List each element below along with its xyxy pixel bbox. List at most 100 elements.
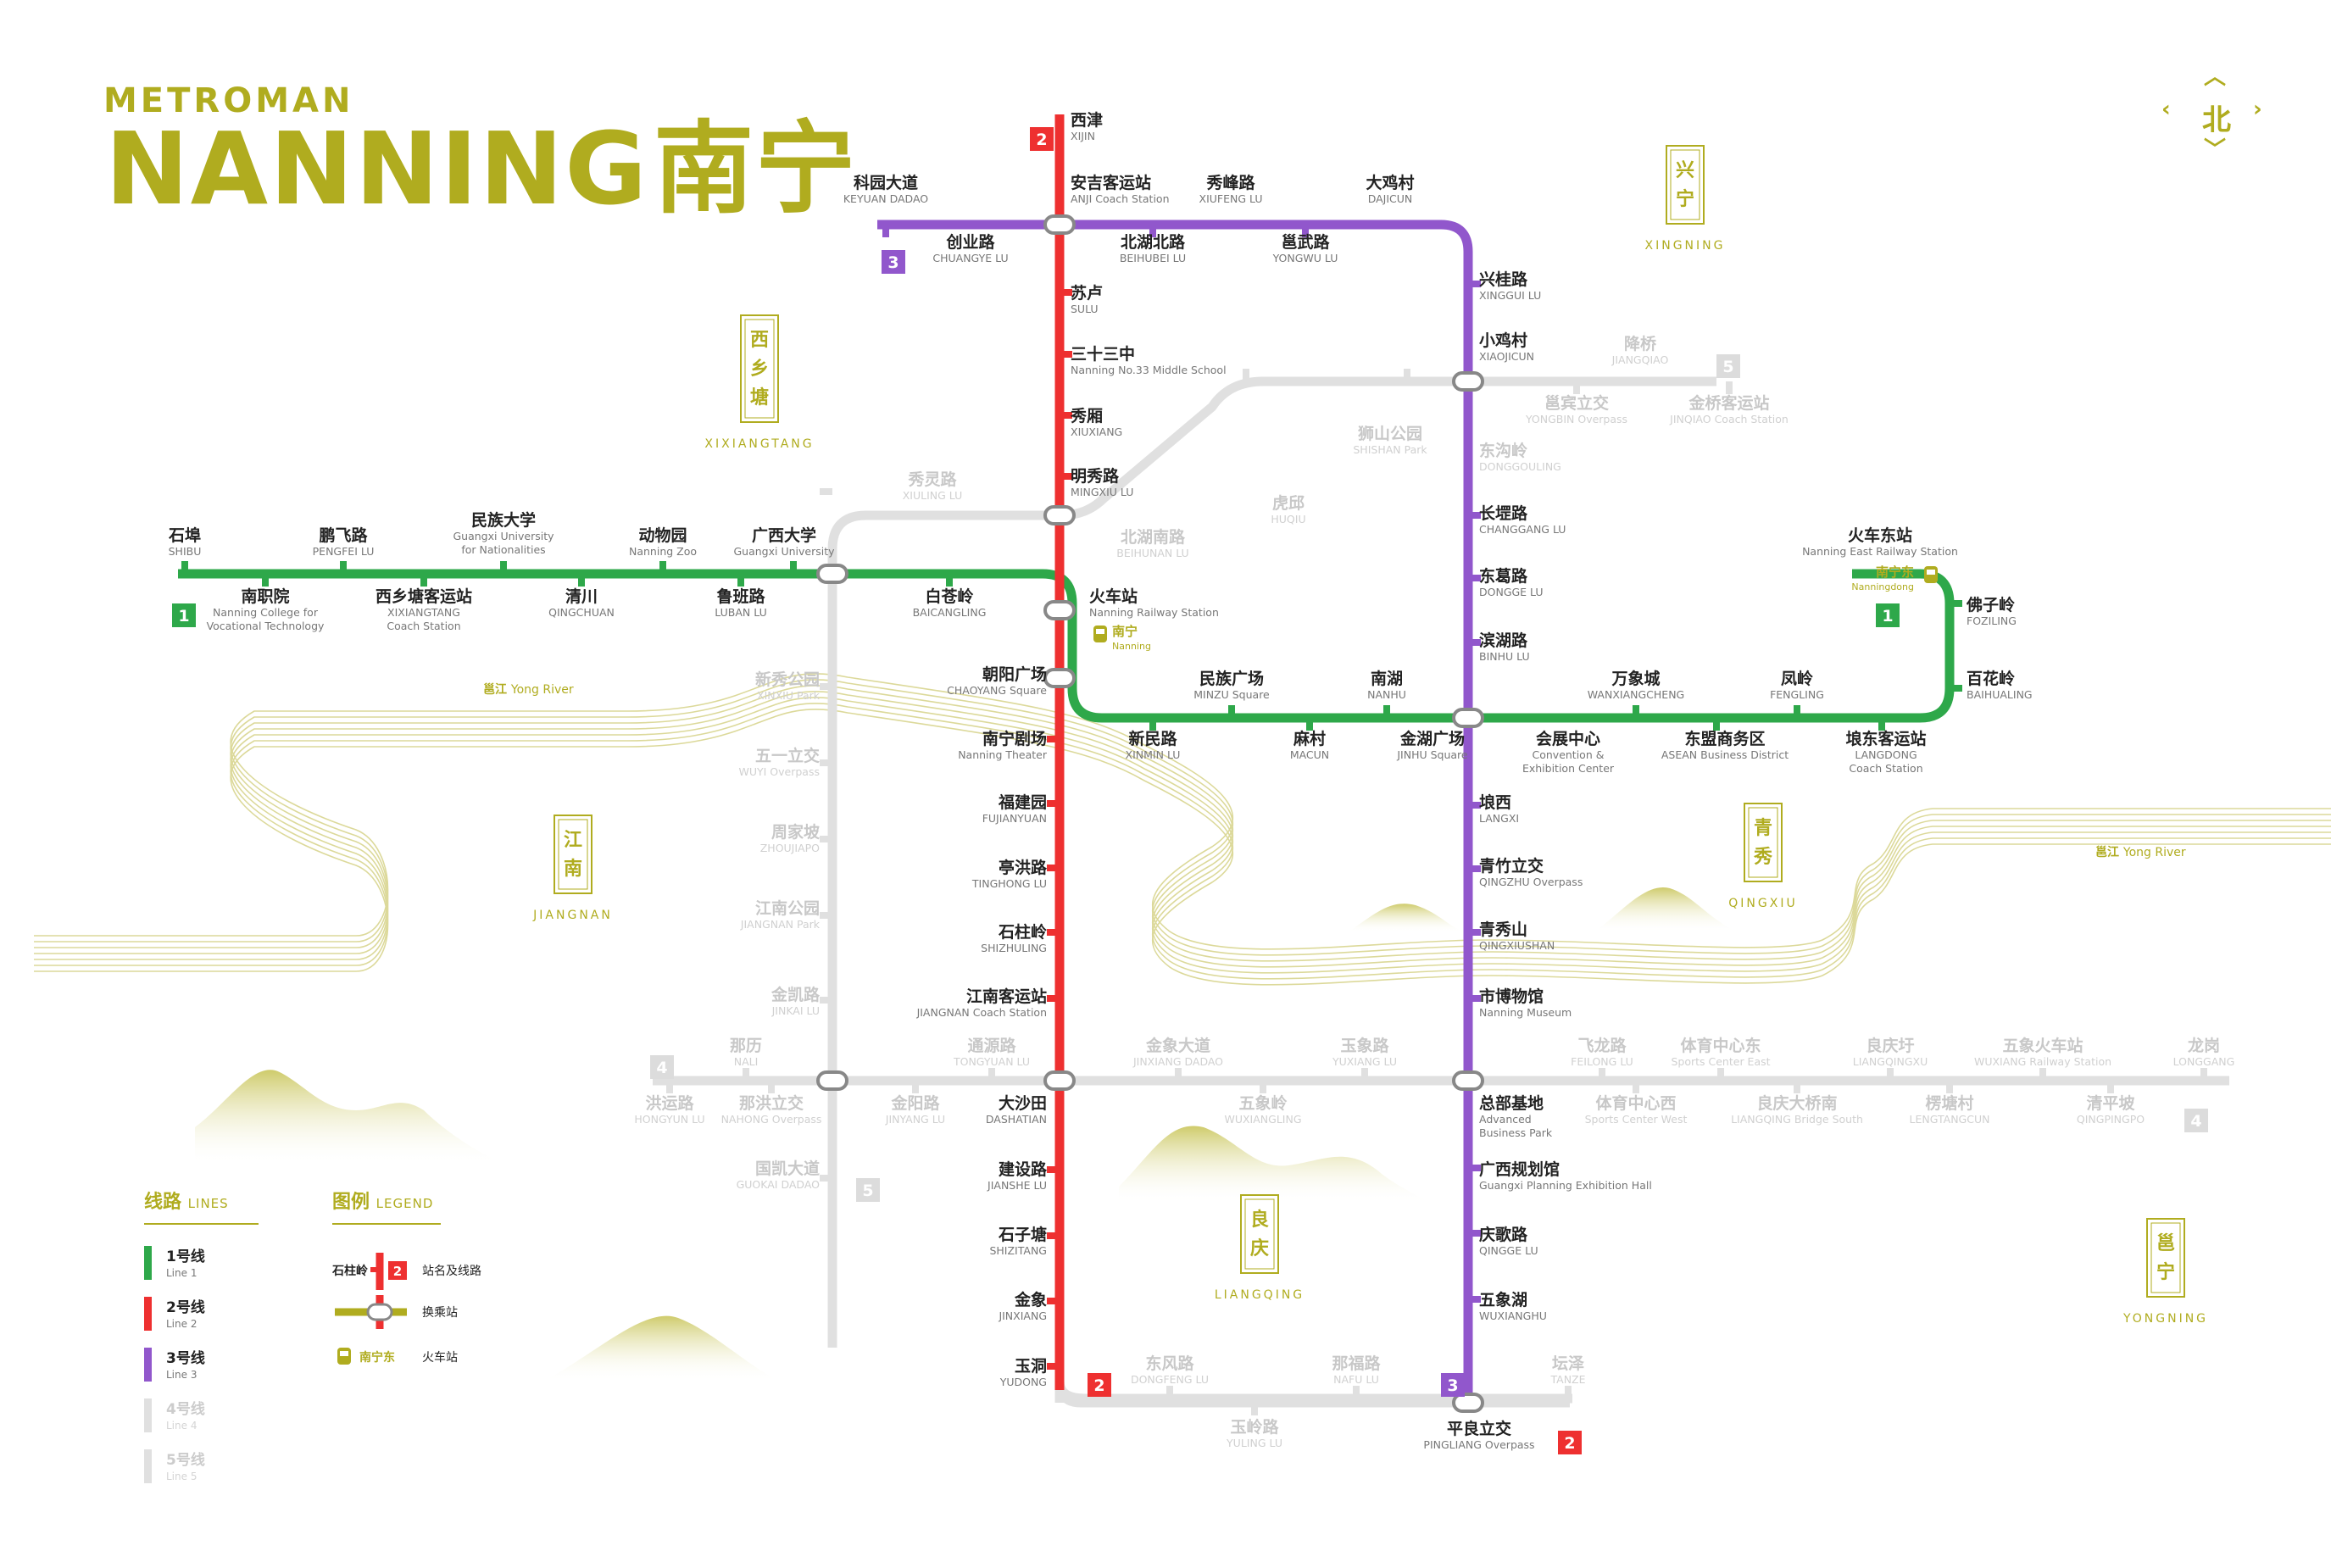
line-swatch[interactable] xyxy=(144,1297,152,1331)
interchange-marker[interactable] xyxy=(1452,1393,1484,1413)
line-name-zh[interactable]: 4号线 xyxy=(166,1400,205,1418)
line-badge[interactable] xyxy=(1441,1373,1465,1397)
line-badge[interactable] xyxy=(1030,127,1054,151)
line-name-zh[interactable]: 5号线 xyxy=(166,1451,205,1469)
line-badge[interactable] xyxy=(1716,354,1740,378)
line-swatch[interactable] xyxy=(144,1348,152,1382)
interchange-marker[interactable] xyxy=(1043,214,1076,235)
interchange-marker[interactable] xyxy=(1452,371,1484,392)
interchange-marker[interactable] xyxy=(1043,600,1076,620)
interchange-marker[interactable] xyxy=(816,564,848,584)
line-badge[interactable] xyxy=(1088,1373,1111,1397)
line-badge[interactable] xyxy=(172,603,196,627)
interchange-marker[interactable] xyxy=(1043,668,1076,688)
interchange-marker[interactable] xyxy=(816,1070,848,1091)
line-badge[interactable] xyxy=(2184,1109,2208,1132)
line-swatch[interactable] xyxy=(144,1246,152,1280)
line-badge[interactable] xyxy=(856,1178,880,1202)
line-name-zh[interactable]: 1号线 xyxy=(166,1248,205,1265)
line-badge[interactable] xyxy=(1876,603,1900,627)
line-name-zh[interactable]: 2号线 xyxy=(166,1298,205,1316)
line-badge[interactable] xyxy=(650,1055,674,1079)
line-swatch[interactable] xyxy=(144,1398,152,1432)
line-name-zh[interactable]: 3号线 xyxy=(166,1349,205,1367)
line-swatch[interactable] xyxy=(144,1449,152,1483)
